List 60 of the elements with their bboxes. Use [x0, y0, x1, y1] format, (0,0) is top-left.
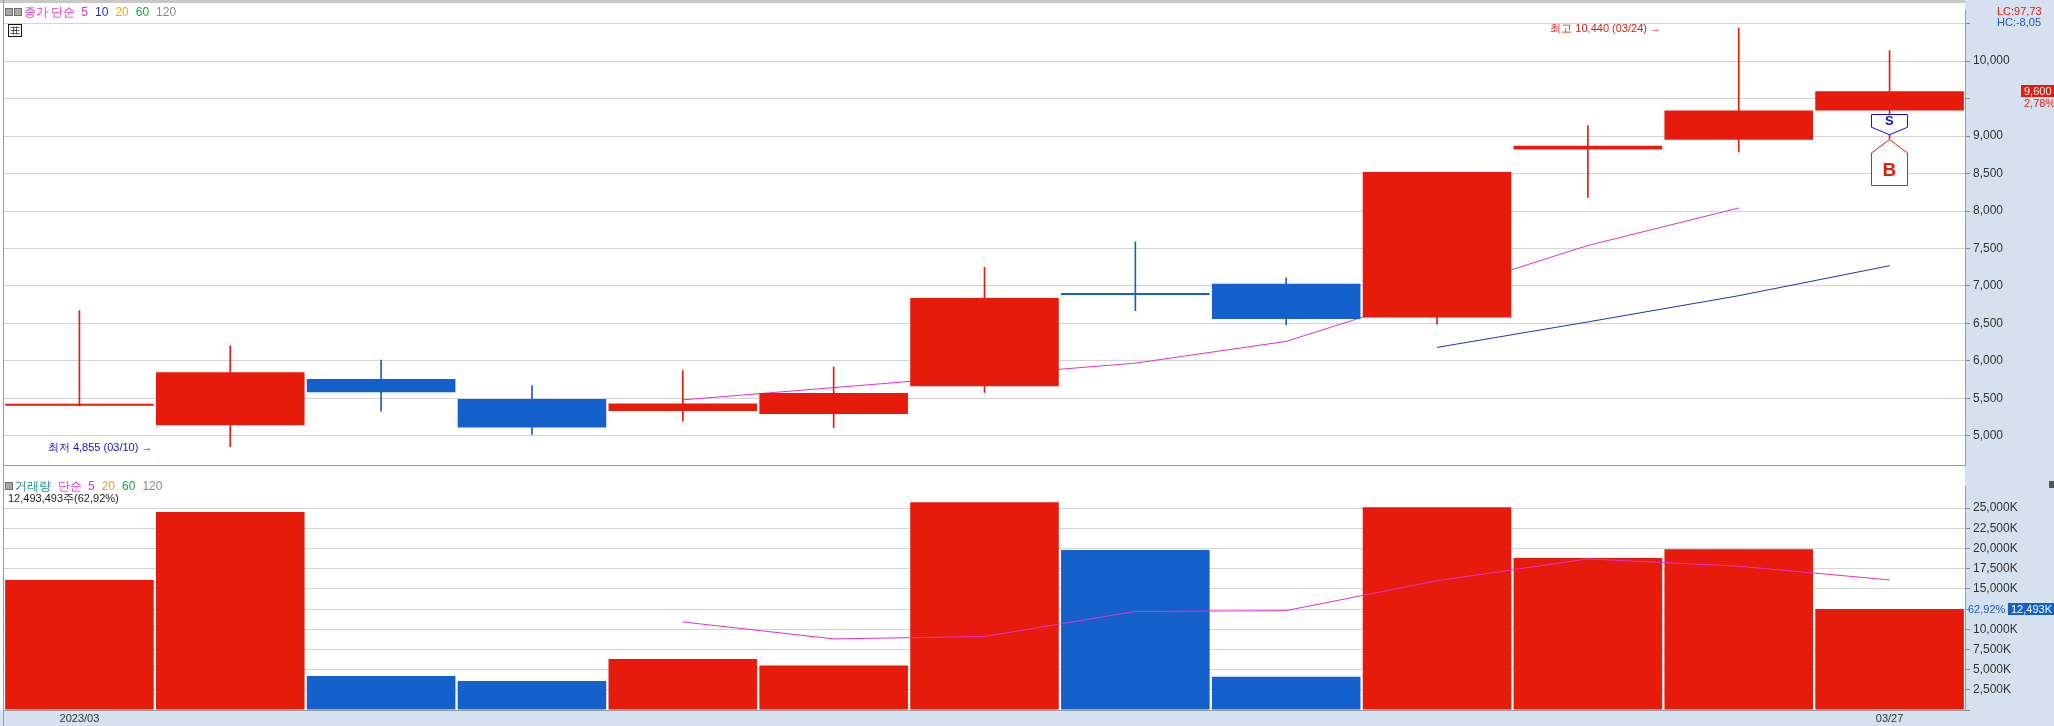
y-tick-label: 17,500K [1973, 560, 2018, 575]
bar [1362, 507, 1512, 710]
y-tick-label: 9,000 [1973, 128, 2004, 143]
y-tick-label: 15,000K [1973, 581, 2018, 596]
y-tick-label: 5,000 [1973, 428, 2004, 443]
legend-label: 60 [135, 5, 150, 19]
text: HC:-8,05 [1997, 16, 2042, 28]
y-tick-label: 2,500K [1973, 682, 2012, 697]
annotation: 최저 4,855 (03/10) → [47, 440, 153, 453]
legend-label: 120 [142, 479, 163, 493]
y-tick-label: 8,000 [1973, 203, 2004, 218]
bar [1211, 676, 1361, 710]
bar [5, 579, 154, 710]
y-tick-label: 6,500 [1973, 315, 2004, 330]
text: 5 [81, 5, 89, 19]
text: LC:97,73 [1997, 5, 2042, 17]
legend-label: 60 [122, 479, 136, 493]
y-tick-label: 25,000K [1973, 500, 2018, 515]
bar [608, 659, 758, 710]
bar [457, 680, 607, 710]
y-tick-label: 10,000K [1973, 621, 2018, 636]
text: 9,600 [2021, 85, 2054, 98]
candlestick [608, 370, 758, 422]
legend-label: 20 [101, 479, 116, 493]
y-tick-label: 22,500K [1973, 520, 2018, 535]
y-tick-label: 10,000 [1973, 53, 2011, 68]
bar [1061, 550, 1210, 710]
y-tick-label: 7,500K [1973, 641, 2012, 656]
bar [1815, 609, 1964, 710]
legend-label: 20 [115, 5, 129, 19]
text: 62,92% [1968, 603, 2006, 616]
y-tick-label: 7,500 [1973, 240, 2004, 255]
candlestick [1513, 125, 1663, 198]
chart-title: 거래량 [15, 479, 51, 493]
annotation: 최고 10,440 (03/24) → [1550, 22, 1661, 35]
bar [910, 502, 1059, 710]
annotation: 12,493,493주(62,92%) [8, 492, 119, 504]
x-tick-label: 03/27 [1875, 711, 1904, 724]
text: 5 [88, 479, 95, 493]
annotation: S [1885, 112, 1894, 128]
text: 12,493K [2008, 603, 2054, 616]
legend-title: 단순 [58, 479, 82, 493]
text: 10 [95, 5, 109, 19]
bar [155, 512, 305, 710]
y-tick-label: 20,000K [1973, 540, 2018, 555]
annotation: B [1882, 158, 1897, 180]
legend-title: 종가 단순 [24, 5, 76, 19]
x-tick-label: 2023/03 [59, 711, 100, 724]
y-tick-label: 5,000K [1973, 661, 2012, 676]
bar [1513, 558, 1663, 710]
text: 2,78% [2024, 97, 2054, 110]
legend-label: 120 [156, 5, 177, 19]
y-tick-label: 6,000 [1973, 353, 2004, 368]
y-tick-label: 7,000 [1973, 278, 2004, 293]
candlestick [1664, 27, 1814, 153]
y-tick-label: 5,500 [1973, 390, 2004, 405]
y-tick-label: 8,500 [1973, 165, 2004, 180]
bar [759, 665, 908, 710]
bar [306, 676, 456, 710]
bar [1664, 549, 1814, 710]
